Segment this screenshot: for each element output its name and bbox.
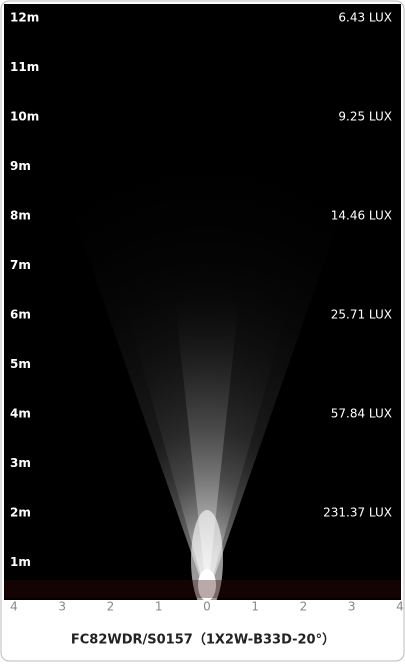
y-tick-label: 3m <box>10 456 31 470</box>
x-tick-label: 3 <box>348 600 356 614</box>
x-tick-label: 4 <box>396 600 404 614</box>
y-tick-label: 7m <box>10 258 31 272</box>
y-tick-label: 10m <box>10 110 39 124</box>
lux-label: 9.25 LUX <box>338 110 392 124</box>
y-tick-label: 12m <box>10 11 39 25</box>
y-tick-label: 2m <box>10 506 31 520</box>
lux-label: 231.37 LUX <box>323 506 392 520</box>
y-tick-label: 8m <box>10 209 31 223</box>
y-tick-label: 4m <box>10 407 31 421</box>
x-tick-label: 1 <box>155 600 163 614</box>
chart-title: FC82WDR/S0157（1X2W-B33D-20°） <box>71 632 335 648</box>
x-tick-label: 4 <box>10 600 18 614</box>
lux-label: 6.43 LUX <box>338 11 392 25</box>
lux-label: 57.84 LUX <box>331 407 392 421</box>
x-tick-label: 3 <box>58 600 66 614</box>
y-tick-label: 1m <box>10 555 31 569</box>
y-tick-label: 5m <box>10 357 31 371</box>
y-tick-label: 6m <box>10 308 31 322</box>
x-tick-label: 0 <box>203 600 211 614</box>
x-tick-label: 2 <box>300 600 308 614</box>
lux-label: 25.71 LUX <box>331 308 392 322</box>
x-tick-label: 1 <box>251 600 259 614</box>
lux-label: 14.46 LUX <box>331 209 392 223</box>
x-tick-label: 2 <box>107 600 115 614</box>
y-tick-label: 9m <box>10 159 31 173</box>
beam <box>4 120 401 610</box>
y-tick-label: 11m <box>10 60 39 74</box>
